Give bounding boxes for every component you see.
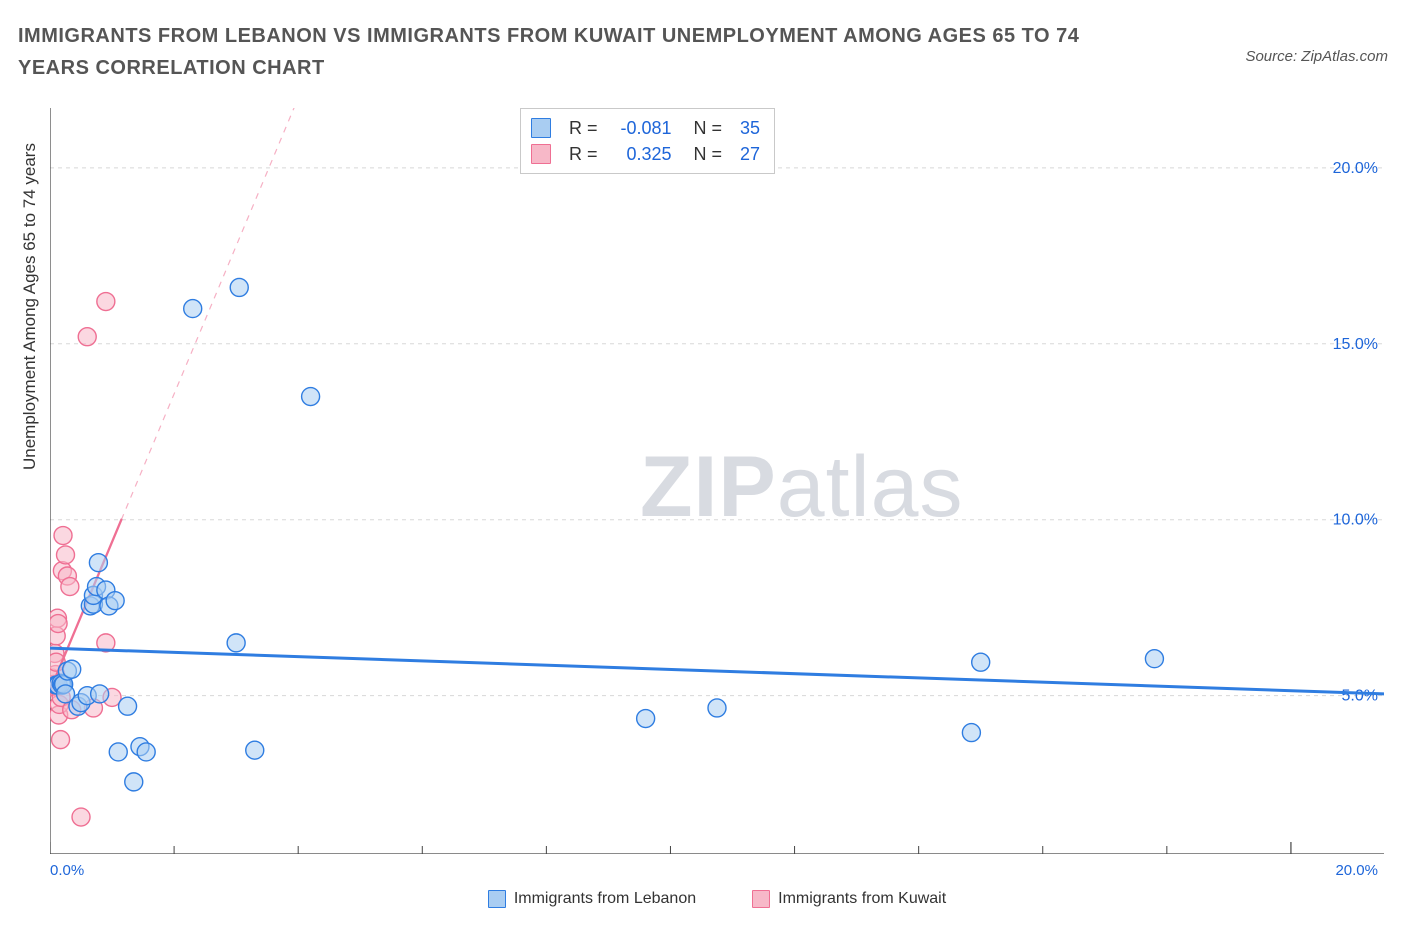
stat-r-value: -0.081 (608, 115, 672, 141)
legend-item-kuwait: Immigrants from Kuwait (752, 890, 946, 908)
stat-label: R = (569, 141, 598, 167)
legend-item-lebanon: Immigrants from Lebanon (488, 890, 696, 908)
scatter-plot: 5.0% 10.0% 15.0% 20.0% (50, 108, 1384, 854)
swatch-icon (531, 144, 551, 164)
stats-legend: R = -0.081 N = 35 R = 0.325 N = 27 (520, 108, 775, 174)
stat-n-value: 35 (732, 115, 760, 141)
source-credit: Source: ZipAtlas.com (1245, 20, 1388, 65)
x-tick-max: 20.0% (1335, 862, 1378, 879)
y-axis-label: Unemployment Among Ages 65 to 74 years (20, 143, 40, 470)
stat-label: N = (694, 141, 723, 167)
stats-row-kuwait: R = 0.325 N = 27 (531, 141, 760, 167)
svg-text:10.0%: 10.0% (1333, 512, 1378, 529)
swatch-icon (752, 890, 770, 908)
legend-label: Immigrants from Lebanon (514, 890, 696, 908)
x-axis-ticks: 0.0% 20.0% (50, 862, 1384, 884)
chart-area: 5.0% 10.0% 15.0% 20.0% R = -0.081 N = 35 R = 0.3… (50, 108, 1384, 854)
stat-label: N = (694, 115, 723, 141)
series-legend: Immigrants from Lebanon Immigrants from K… (50, 890, 1384, 913)
stat-label: R = (569, 115, 598, 141)
stats-row-lebanon: R = -0.081 N = 35 (531, 115, 760, 141)
swatch-icon (531, 118, 551, 138)
chart-title: IMMIGRANTS FROM LEBANON VS IMMIGRANTS FR… (18, 20, 1138, 84)
swatch-icon (488, 890, 506, 908)
x-tick-min: 0.0% (50, 862, 84, 879)
svg-text:15.0%: 15.0% (1333, 336, 1378, 353)
stat-r-value: 0.325 (608, 141, 672, 167)
legend-label: Immigrants from Kuwait (778, 890, 946, 908)
svg-text:5.0%: 5.0% (1342, 688, 1378, 705)
svg-text:20.0%: 20.0% (1333, 160, 1378, 177)
stat-n-value: 27 (732, 141, 760, 167)
